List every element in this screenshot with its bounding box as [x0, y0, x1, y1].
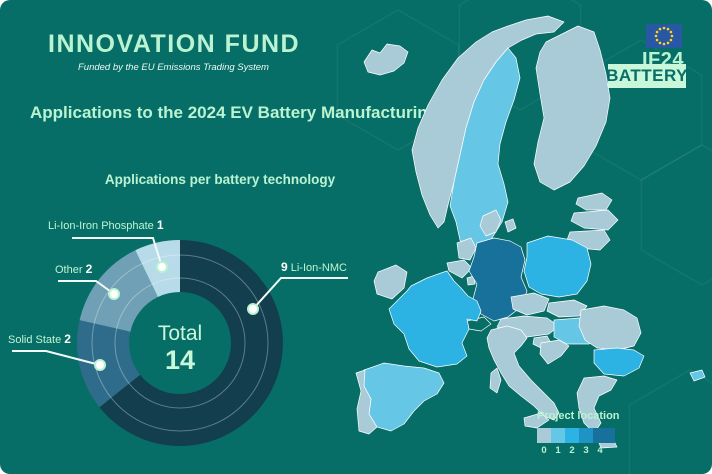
- brand-title: INNOVATION FUND: [48, 30, 301, 58]
- country-cyprus: [689, 369, 706, 382]
- country-czechia: [510, 292, 550, 316]
- leader-lines: [12, 237, 348, 366]
- country-latvia: [570, 209, 619, 231]
- dot-solid-state: [94, 359, 106, 371]
- dot-other: [108, 288, 120, 300]
- europe-map: [355, 15, 706, 449]
- country-estonia: [575, 192, 613, 211]
- country-bulgaria: [593, 347, 645, 377]
- label-text: Solid State: [8, 334, 62, 346]
- segment-li-ion-nmc: [99, 240, 283, 446]
- country-spain: [363, 362, 445, 432]
- badge-battery: BATTERY: [606, 64, 687, 88]
- total-label: Total: [157, 322, 203, 345]
- map-countries: [355, 15, 706, 449]
- legend-tick-labels: 0 1 2 3 4: [537, 445, 607, 456]
- donut-outer-ring: [91, 254, 269, 432]
- page-title: Applications to the 2024 EV Battery Manu…: [30, 103, 472, 122]
- legend-tick-2: 2: [569, 445, 575, 456]
- country-luxembourg: [466, 275, 476, 286]
- legend-swatch-3: [579, 428, 593, 443]
- label-value: 2: [64, 332, 71, 346]
- country-denmark: [479, 209, 502, 237]
- leader-dots: [94, 261, 259, 371]
- legend-swatch-1: [551, 428, 565, 443]
- label-text: Li-Ion-Iron Phosphate: [48, 220, 154, 232]
- legend-swatch-2: [565, 428, 579, 443]
- country-greece: [576, 375, 618, 434]
- legend-tick-0: 0: [541, 445, 547, 456]
- country-netherlands: [456, 237, 477, 261]
- label-value: 1: [156, 218, 164, 232]
- country-poland: [523, 235, 592, 298]
- dot-li-ion-nmc: [247, 303, 259, 315]
- country-croatia: [539, 339, 570, 365]
- legend-swatch-4: [593, 428, 615, 443]
- legend-tick-1: 1: [555, 445, 561, 456]
- label-value: 9: [281, 260, 288, 274]
- country-sicily: [523, 412, 550, 429]
- legend-tick-4: 4: [597, 445, 603, 456]
- eu-flag-icon: [646, 24, 682, 48]
- country-denmark-island: [504, 218, 517, 233]
- segment-solid-state: [77, 320, 141, 408]
- country-france: [388, 270, 482, 368]
- country-sardinia: [489, 367, 502, 394]
- country-finland: [533, 25, 611, 191]
- legend-title: Project location: [537, 410, 620, 422]
- donut-center-total: Total 14: [110, 322, 250, 375]
- donut-chart: [12, 237, 348, 446]
- country-slovakia: [546, 299, 588, 318]
- country-portugal: [355, 369, 378, 435]
- country-iceland: [363, 43, 409, 76]
- country-italy: [486, 325, 560, 421]
- legend-tick-3: 3: [583, 445, 589, 456]
- country-ireland: [373, 264, 408, 300]
- label-li-ion-iron-phosphate: Li-Ion-Iron Phosphate 1: [48, 218, 164, 232]
- label-value: 2: [85, 262, 93, 276]
- label-other: Other 2: [55, 262, 92, 276]
- label-text: Li-Ion-NMC: [290, 262, 347, 274]
- country-romania: [578, 305, 642, 351]
- legend-color-scale: [537, 428, 615, 443]
- brand-subtitle: Funded by the EU Emissions Trading Syste…: [78, 62, 269, 73]
- country-belgium: [446, 259, 473, 279]
- label-li-ion-nmc: 9 Li-Ion-NMC: [281, 260, 347, 274]
- legend-swatch-0: [537, 428, 551, 443]
- label-text: Other: [55, 264, 83, 276]
- donut-inner-ring: [114, 277, 246, 409]
- dot-iron-phosphate: [156, 261, 168, 273]
- total-value: 14: [164, 345, 196, 375]
- label-solid-state: Solid State 2: [8, 332, 71, 346]
- chart-title: Applications per battery technology: [104, 172, 336, 187]
